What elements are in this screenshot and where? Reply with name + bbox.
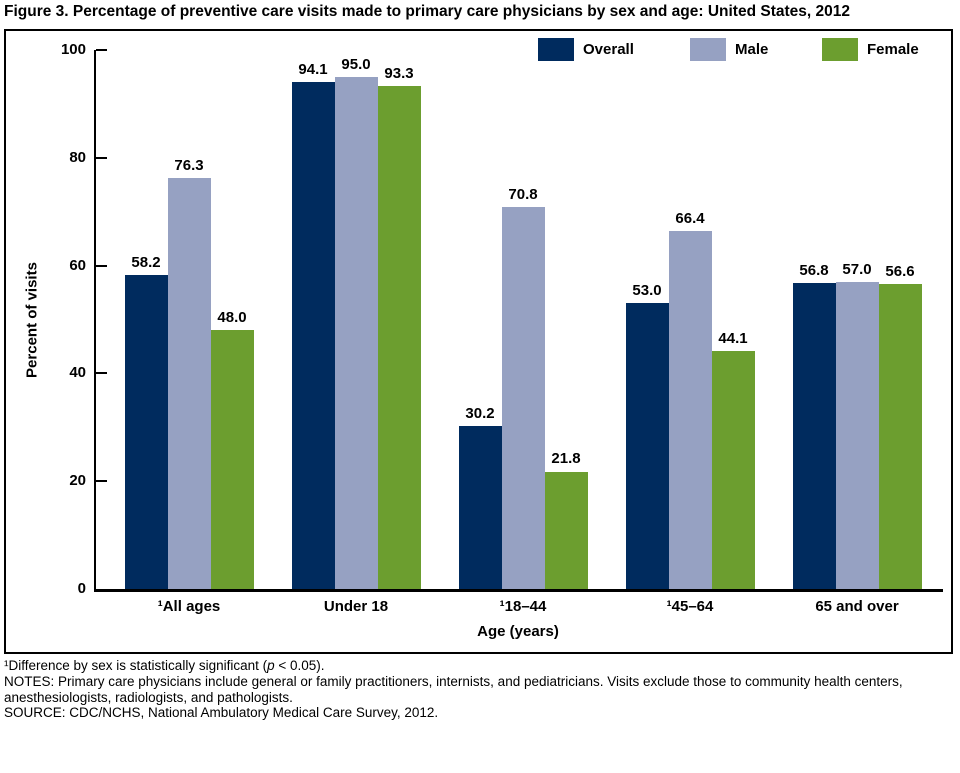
bar-value-label: 21.8	[551, 450, 581, 468]
bar	[544, 471, 588, 589]
bar-value-label: 93.3	[384, 65, 414, 83]
y-tick-label: 60	[69, 256, 86, 274]
bar-value-label: 70.8	[508, 186, 538, 204]
footnote-notes: NOTES: Primary care physicians include g…	[4, 673, 903, 705]
x-axis-line	[94, 589, 943, 592]
legend-swatch	[690, 38, 726, 61]
legend-item-overall: Overall	[538, 38, 634, 61]
x-tick-label: Under 18	[323, 598, 389, 615]
bar-value-label: 57.0	[842, 260, 872, 278]
legend-swatch	[822, 38, 858, 61]
bar-value-label: 30.2	[465, 405, 495, 423]
bar	[625, 303, 669, 589]
bar	[792, 282, 836, 589]
x-tick-label: 65 and over	[815, 598, 899, 615]
bar	[210, 330, 254, 589]
chart-box: Percent of visits 58.2 76.3 48.0 94.1 95.0 93…	[4, 29, 953, 654]
bar-value-label: 48.0	[217, 309, 247, 327]
bar	[334, 76, 378, 589]
bar	[878, 283, 922, 589]
y-tick-label: 100	[60, 41, 86, 58]
bar-value-label: 66.4	[675, 210, 705, 228]
bar-value-label: 44.1	[718, 330, 748, 348]
bar	[124, 275, 168, 589]
footnotes: ¹Difference by sex is statistically sign…	[4, 658, 954, 721]
bar	[711, 351, 755, 589]
bar	[501, 207, 545, 589]
x-axis-title: Age (years)	[477, 623, 559, 640]
y-tick-mark	[96, 372, 107, 375]
bar-value-label: 76.3	[174, 156, 204, 174]
bar-value-label: 56.6	[885, 262, 915, 280]
legend-label: Overall	[583, 41, 634, 58]
bar	[167, 177, 211, 589]
x-tick-label: ¹18–44	[499, 598, 547, 615]
y-axis-line	[94, 50, 96, 592]
legend-label: Male	[735, 41, 769, 58]
legend-label: Female	[867, 41, 919, 58]
y-tick-mark	[96, 49, 107, 51]
x-tick-label: ¹45–64	[666, 598, 714, 615]
bar	[668, 231, 712, 589]
y-tick-label: 20	[69, 472, 86, 490]
bar-value-label: 58.2	[131, 254, 161, 272]
bar-value-label: 95.0	[341, 55, 371, 73]
y-tick-label: 0	[77, 580, 86, 597]
legend-swatch	[538, 38, 574, 61]
x-tick-label: ¹All ages	[157, 598, 221, 615]
footnote-significance: ¹Difference by sex is statistically sign…	[4, 658, 325, 673]
bar-value-label: 56.8	[799, 261, 829, 279]
figure-title: Figure 3. Percentage of preventive care …	[4, 3, 850, 20]
footnote-source: SOURCE: CDC/NCHS, National Ambulatory Me…	[4, 705, 439, 721]
legend-item-female: Female	[822, 38, 919, 61]
y-tick-label: 40	[69, 364, 86, 382]
y-axis-title-text: Percent of visits	[23, 262, 41, 378]
legend-item-male: Male	[690, 38, 768, 61]
bar	[291, 81, 335, 589]
y-tick-label: 80	[69, 148, 86, 166]
bar	[458, 426, 502, 589]
bar	[377, 86, 421, 589]
y-tick-mark	[96, 480, 107, 483]
plot-area: 58.2 76.3 48.0 94.1 95.0 93.3 30.2 70.8 21.8 53.0…	[96, 50, 941, 589]
bar-value-label: 94.1	[298, 60, 328, 78]
bar	[835, 281, 879, 589]
footnote-p-italic: p	[267, 658, 275, 673]
bar-value-label: 53.0	[632, 282, 662, 300]
y-tick-mark	[96, 264, 107, 267]
y-tick-mark	[96, 156, 107, 159]
